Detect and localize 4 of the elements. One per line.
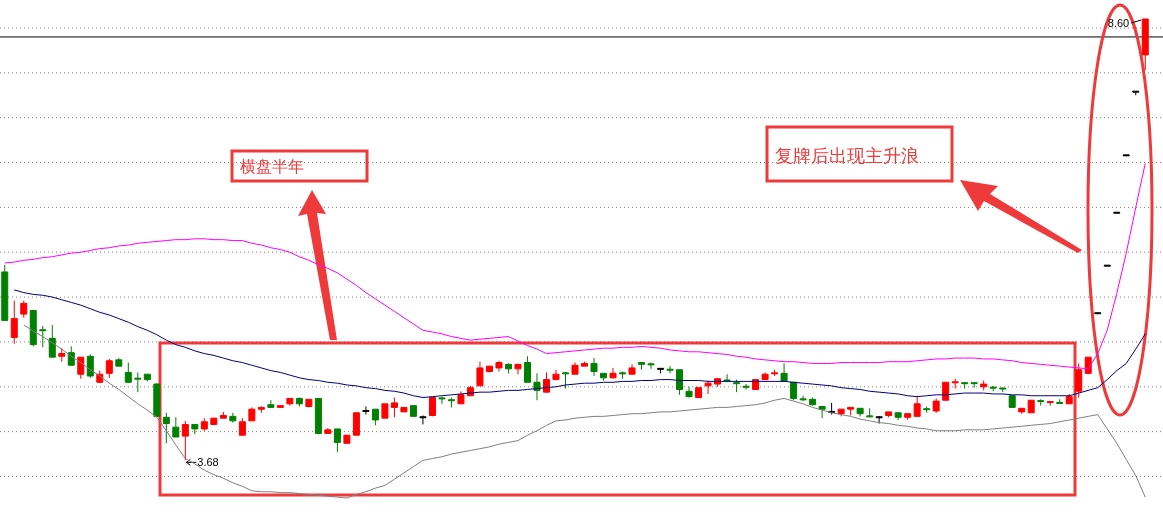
annotation: 横盘半年 [240, 158, 304, 175]
annotation: 3.68 [197, 456, 219, 469]
annotation: 8.60 [1107, 17, 1130, 29]
annotation: 复牌后出现主升浪 [775, 146, 919, 166]
